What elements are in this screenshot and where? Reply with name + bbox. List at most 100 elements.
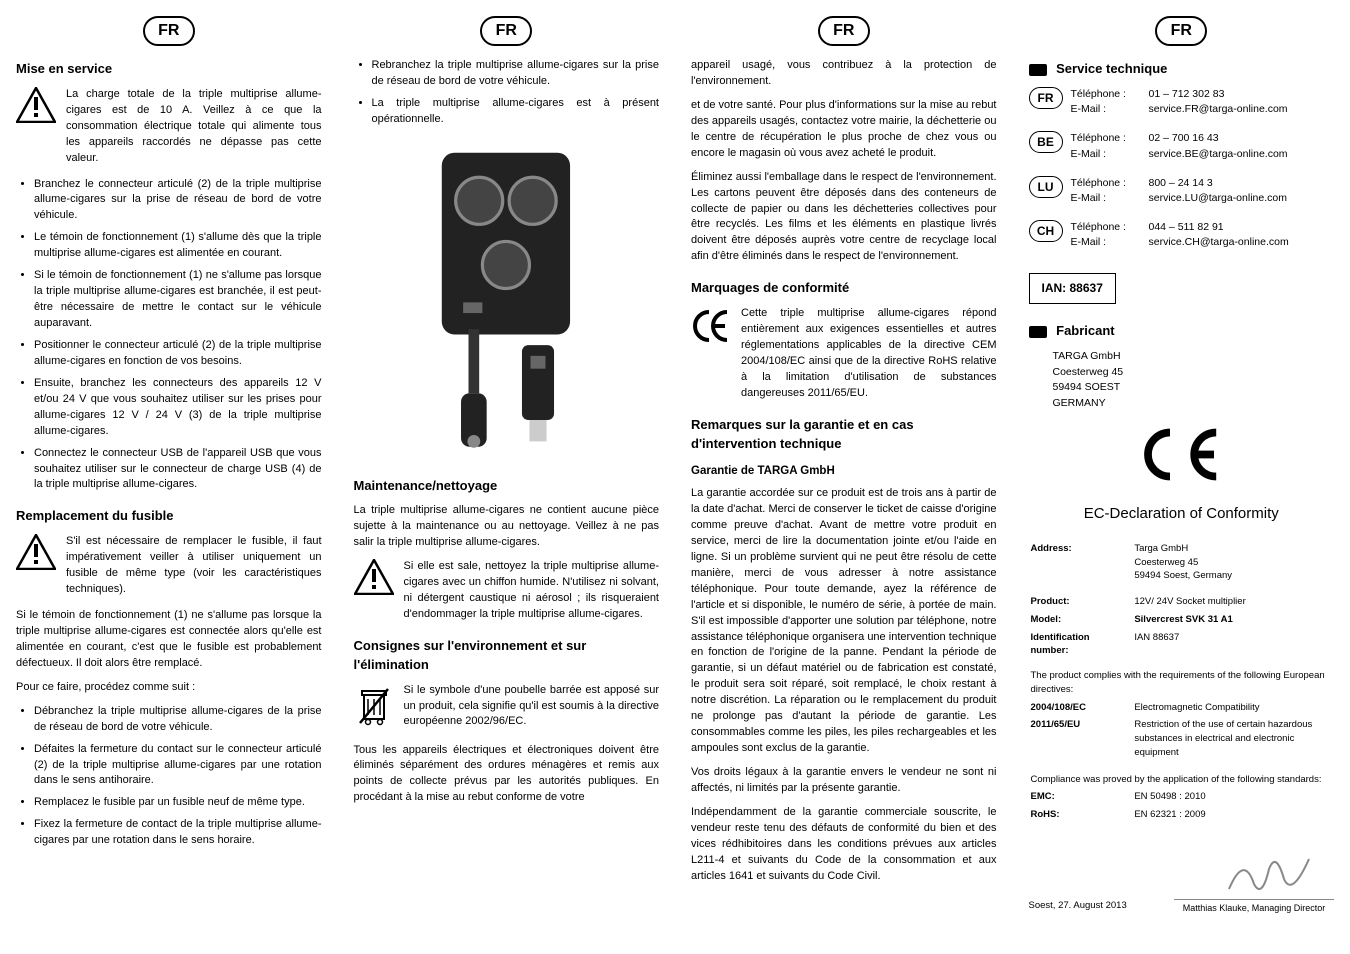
mail-label: E-Mail : xyxy=(1071,102,1141,117)
dec-label: EMC: xyxy=(1031,789,1133,805)
mail-value: service.BE@targa-online.com xyxy=(1149,147,1288,162)
warning-block: La charge totale de la triple multiprise… xyxy=(16,87,322,167)
list-item: Si le témoin de fonctionnement (1) ne s'… xyxy=(34,268,322,332)
tel-label: Téléphone : xyxy=(1071,176,1141,191)
phone-icon xyxy=(1029,64,1047,76)
tel-value: 01 – 712 302 83 xyxy=(1149,87,1288,102)
paragraph: La garantie accordée sur ce produit est … xyxy=(691,486,997,757)
service-labels: Téléphone : E-Mail : xyxy=(1071,131,1141,161)
fr-badge: FR xyxy=(818,16,870,46)
service-row-fr: FR Téléphone : E-Mail : 01 – 712 302 83 … xyxy=(1029,87,1335,117)
paragraph: Vos droits légaux à la garantie envers l… xyxy=(691,765,997,797)
weee-block: Si le symbole d'une poubelle barrée est … xyxy=(354,683,660,733)
country-badge: BE xyxy=(1029,131,1063,153)
dec-value: 12V/ 24V Socket multiplier xyxy=(1134,594,1332,610)
fabricant-address: TARGA GmbH Coesterweg 45 59494 SOEST GER… xyxy=(1053,349,1335,412)
service-row-ch: CH Téléphone : E-Mail : 044 – 511 82 91 … xyxy=(1029,220,1335,250)
column-4: FR Service technique FR Téléphone : E-Ma… xyxy=(1013,0,1350,954)
ce-mark-icon xyxy=(691,306,731,402)
service-values: 02 – 700 16 43 service.BE@targa-online.c… xyxy=(1149,131,1288,161)
ce-mark-large xyxy=(1029,422,1335,503)
heading-fabricant-text: Fabricant xyxy=(1056,323,1115,338)
bullet-list: Branchez le connecteur articulé (2) de l… xyxy=(16,177,322,494)
list-item: Rebranchez la triple multiprise allume-c… xyxy=(372,58,660,90)
tel-label: Téléphone : xyxy=(1071,87,1141,102)
warning-block: Si elle est sale, nettoyez la triple mul… xyxy=(354,559,660,623)
list-item: La triple multiprise allume-cigares est … xyxy=(372,96,660,128)
paragraph: appareil usagé, vous contribuez à la pro… xyxy=(691,58,997,90)
dec-label: Model: xyxy=(1031,612,1133,628)
column-2: FR Rebranchez la triple multiprise allum… xyxy=(338,0,676,954)
mail-label: E-Mail : xyxy=(1071,191,1141,206)
dec-label: Product: xyxy=(1031,594,1133,610)
service-row-lu: LU Téléphone : E-Mail : 800 – 24 14 3 se… xyxy=(1029,176,1335,206)
declaration-title: EC-Declaration of Conformity xyxy=(1029,503,1335,525)
fr-badge: FR xyxy=(143,16,195,46)
signature-name: Matthias Klauke, Managing Director xyxy=(1174,899,1334,915)
heading-maintenance: Maintenance/nettoyage xyxy=(354,477,660,496)
dec-value: Silvercrest SVK 31 A1 xyxy=(1134,612,1332,628)
mail-value: service.FR@targa-online.com xyxy=(1149,102,1288,117)
list-item: Branchez le connecteur articulé (2) de l… xyxy=(34,177,322,225)
warning-text: S'il est nécessaire de remplacer le fusi… xyxy=(66,534,322,598)
dec-label: 2004/108/EC xyxy=(1031,700,1133,716)
service-values: 044 – 511 82 91 service.CH@targa-online.… xyxy=(1149,220,1289,250)
dec-value: IAN 88637 xyxy=(1134,630,1332,660)
service-labels: Téléphone : E-Mail : xyxy=(1071,176,1141,206)
fr-badge: FR xyxy=(1155,16,1207,46)
dec-compliance-text: Compliance was proved by the application… xyxy=(1031,763,1333,788)
ce-text: Cette triple multiprise allume-cigares r… xyxy=(741,306,997,402)
warning-text: Si elle est sale, nettoyez la triple mul… xyxy=(404,559,660,623)
bullet-list: Débranchez la triple multiprise allume-c… xyxy=(16,704,322,850)
mail-label: E-Mail : xyxy=(1071,147,1141,162)
paragraph: Si le témoin de fonctionnement (1) ne s'… xyxy=(16,608,322,672)
list-item: Ensuite, branchez les connecteurs des ap… xyxy=(34,376,322,440)
dec-value: EN 50498 : 2010 xyxy=(1134,789,1332,805)
mail-label: E-Mail : xyxy=(1071,235,1141,250)
column-1: FR Mise en service La charge totale de l… xyxy=(0,0,338,954)
list-item: Positionner le connecteur articulé (2) d… xyxy=(34,338,322,370)
signature-icon xyxy=(1224,849,1314,899)
heading-garantie: Remarques sur la garantie et en cas d'in… xyxy=(691,416,997,454)
list-item: Remplacez le fusible par un fusible neuf… xyxy=(34,795,322,811)
paragraph: Pour ce faire, procédez comme suit : xyxy=(16,680,322,696)
product-illustration xyxy=(399,142,613,463)
signature-area: Soest, 27. August 2013 Matthias Klauke, … xyxy=(1029,849,1335,915)
service-values: 800 – 24 14 3 service.LU@targa-online.co… xyxy=(1149,176,1287,206)
address-line: 59494 SOEST xyxy=(1053,380,1335,396)
mail-value: service.CH@targa-online.com xyxy=(1149,235,1289,250)
warning-text: La charge totale de la triple multiprise… xyxy=(66,87,322,167)
paragraph: Tous les appareils électriques et électr… xyxy=(354,743,660,807)
mail-value: service.LU@targa-online.com xyxy=(1149,191,1287,206)
paragraph: et de votre santé. Pour plus d'informati… xyxy=(691,98,997,162)
list-item: Débranchez la triple multiprise allume-c… xyxy=(34,704,322,736)
tel-value: 044 – 511 82 91 xyxy=(1149,220,1289,235)
list-item: Fixez la fermeture de contact de la trip… xyxy=(34,817,322,849)
heading-environnement: Consignes sur l'environnement et sur l'é… xyxy=(354,637,660,675)
paragraph: La triple multiprise allume-cigares ne c… xyxy=(354,503,660,551)
tel-value: 02 – 700 16 43 xyxy=(1149,131,1288,146)
heading-fabricant: Fabricant xyxy=(1029,322,1335,341)
tel-value: 800 – 24 14 3 xyxy=(1149,176,1287,191)
tel-label: Téléphone : xyxy=(1071,220,1141,235)
country-badge: CH xyxy=(1029,220,1063,242)
dec-label: 2011/65/EU xyxy=(1031,717,1133,760)
column-3: FR appareil usagé, vous contribuez à la … xyxy=(675,0,1013,954)
tel-label: Téléphone : xyxy=(1071,131,1141,146)
heading-mise-en-service: Mise en service xyxy=(16,60,322,79)
warning-icon xyxy=(354,559,394,623)
heading-service-text: Service technique xyxy=(1056,61,1167,76)
factory-icon xyxy=(1029,326,1047,338)
service-labels: Téléphone : E-Mail : xyxy=(1071,87,1141,117)
bullet-list: Rebranchez la triple multiprise allume-c… xyxy=(354,58,660,128)
dec-compliance-text: The product complies with the requiremen… xyxy=(1031,661,1333,698)
service-row-be: BE Téléphone : E-Mail : 02 – 700 16 43 s… xyxy=(1029,131,1335,161)
list-item: Le témoin de fonctionnement (1) s'allume… xyxy=(34,230,322,262)
warning-icon xyxy=(16,87,56,167)
weee-text: Si le symbole d'une poubelle barrée est … xyxy=(404,683,660,733)
ce-block: Cette triple multiprise allume-cigares r… xyxy=(691,306,997,402)
list-item: Défaites la fermeture du contact sur le … xyxy=(34,742,322,790)
service-values: 01 – 712 302 83 service.FR@targa-online.… xyxy=(1149,87,1288,117)
heading-fusible: Remplacement du fusible xyxy=(16,507,322,526)
warning-icon xyxy=(16,534,56,598)
